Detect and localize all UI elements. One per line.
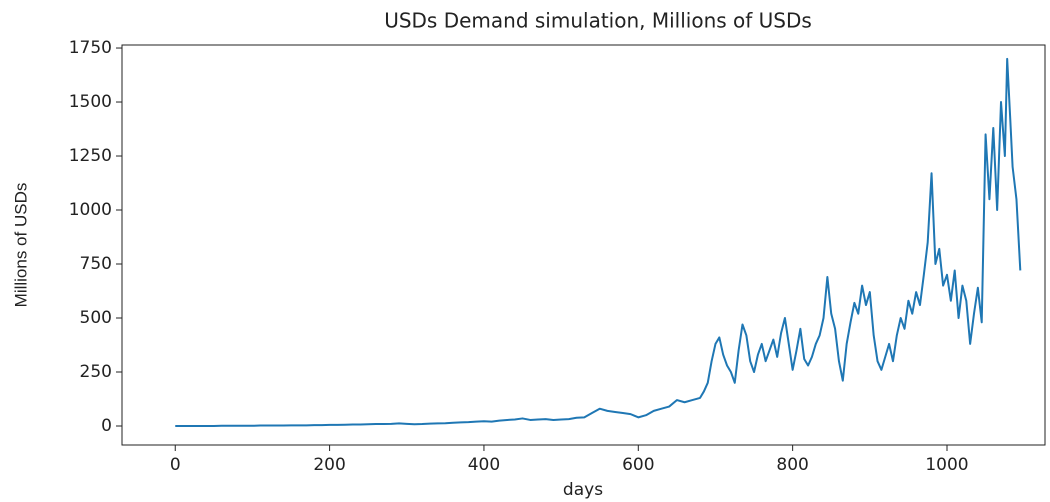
x-tick-label: 800 [776, 455, 808, 475]
y-tick-label: 1500 [69, 92, 112, 112]
plot-frame [121, 44, 1046, 446]
y-tick-label: 250 [80, 362, 112, 382]
x-tick-label: 600 [622, 455, 654, 475]
data-line [175, 57, 1022, 427]
y-tick-label: 500 [80, 308, 112, 328]
chart-title: USDs Demand simulation, Millions of USDs [384, 9, 812, 33]
x-axis-label: days [563, 480, 603, 500]
y-tick-label: 0 [101, 416, 112, 436]
y-tick-label: 1250 [69, 146, 112, 166]
y-tick-label: 1000 [69, 200, 112, 220]
x-tick-label: 400 [468, 455, 500, 475]
x-tick-label: 0 [170, 455, 181, 475]
x-tick-label: 1000 [925, 455, 968, 475]
y-tick-label: 750 [80, 254, 112, 274]
x-tick-label: 200 [313, 455, 345, 475]
y-tick-label: 1750 [69, 38, 112, 58]
y-axis-label: Millions of USDs [11, 183, 30, 308]
